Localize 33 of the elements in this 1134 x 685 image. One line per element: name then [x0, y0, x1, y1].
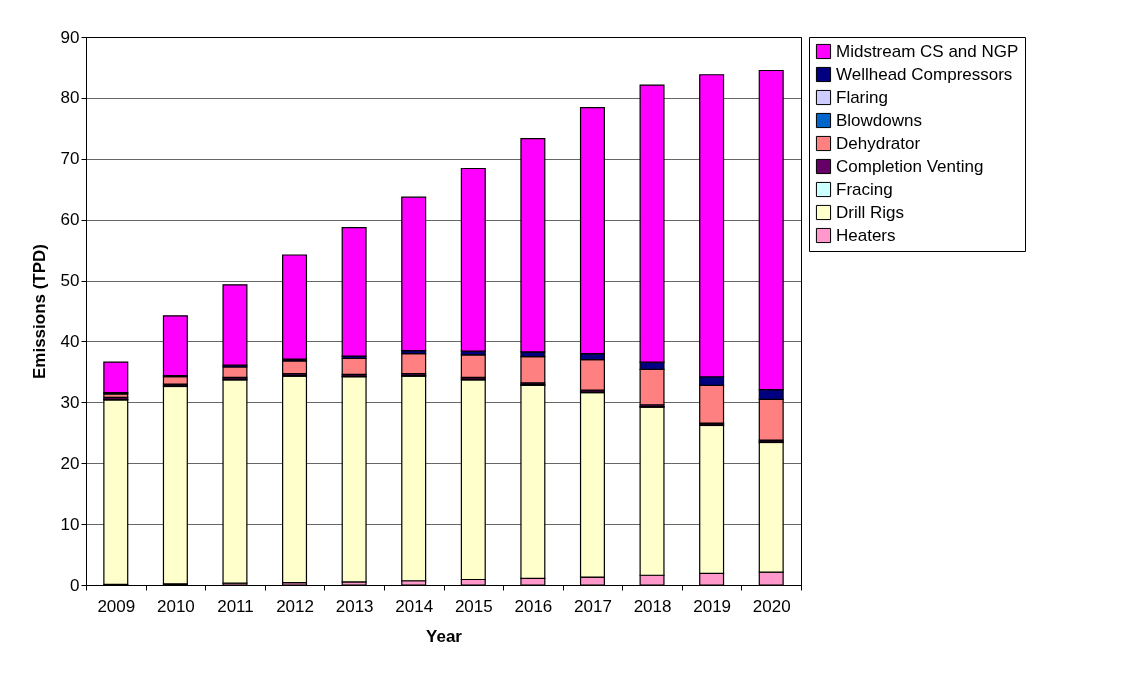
x-tick-label: 2020: [752, 596, 791, 616]
x-tick-label: 2010: [156, 596, 195, 616]
y-tick-label: 30: [60, 392, 80, 412]
y-tick-label: 0: [70, 575, 80, 595]
y-tick-label: 50: [60, 271, 80, 291]
y-tick-label: 10: [60, 514, 80, 534]
y-axis-title: Emissions (TPD): [29, 243, 49, 380]
x-tick-label: 2014: [395, 596, 434, 616]
legend-label: Heaters: [836, 225, 896, 245]
y-tick-label: 40: [60, 331, 80, 351]
y-tick-label: 60: [60, 210, 80, 230]
legend-label: Dehydrator: [836, 133, 921, 153]
x-axis-title: Year: [426, 626, 463, 646]
x-tick-label: 2013: [335, 596, 374, 616]
y-tick-label: 70: [60, 149, 80, 169]
y-tick-label: 90: [60, 27, 80, 47]
legend-label: Drill Rigs: [836, 202, 904, 222]
x-tick-label: 2012: [276, 596, 314, 616]
x-tick-label: 2018: [633, 596, 672, 616]
y-tick-label: 20: [60, 453, 80, 473]
legend-label: Midstream CS and NGP: [836, 41, 1019, 61]
x-tick-label: 2019: [693, 596, 732, 616]
y-tick-label: 80: [60, 88, 80, 108]
x-tick-label: 2009: [97, 596, 136, 616]
x-tick-label: 2011: [217, 596, 254, 616]
legend-label: Flaring: [836, 87, 888, 107]
x-tick-label: 2015: [454, 596, 493, 616]
legend-label: Completion Venting: [836, 156, 984, 176]
legend-label: Fracing: [836, 179, 893, 199]
x-tick-label: 2017: [574, 596, 612, 616]
legend-label: Wellhead Compressors: [836, 64, 1013, 84]
x-tick-label: 2016: [514, 596, 553, 616]
legend-label: Blowdowns: [836, 110, 922, 130]
